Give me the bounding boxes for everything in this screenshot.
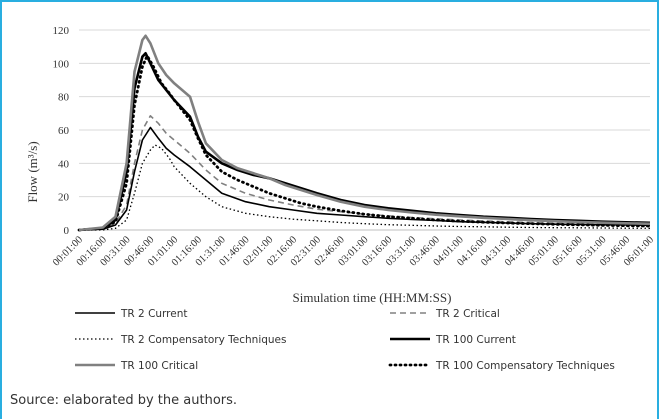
legend-label: TR 2 Current: [120, 308, 188, 320]
series-line-tr-100-critical: [78, 34, 651, 232]
legend-label: TR 2 Compensatory Techniques: [120, 334, 286, 346]
y-axis-label: Flow (m³/s): [25, 141, 40, 202]
series-line-tr-2-compensatory-techniques: [79, 144, 651, 231]
legend-label: TR 2 Critical: [435, 308, 500, 320]
legend-label: TR 100 Critical: [120, 360, 198, 372]
x-axis-ticks: 00:01:0000:16:0000:31:0000:46:0001:01:00…: [51, 234, 656, 268]
y-tick-label: 0: [64, 225, 70, 237]
legend-label: TR 100 Compensatory Techniques: [435, 360, 615, 372]
y-tick-label: 120: [53, 25, 70, 37]
source-caption: Source: elaborated by the authors.: [10, 393, 238, 408]
y-axis-ticks: 0 20 40 60 80 100 120: [53, 25, 70, 237]
series-line-tr-2-current: [78, 126, 651, 231]
y-tick-label: 100: [53, 58, 70, 70]
legend-label: TR 100 Current: [435, 334, 516, 346]
y-tick-label: 20: [58, 192, 70, 204]
gridlines: [79, 29, 650, 231]
series-line-tr-100-current: [78, 52, 651, 232]
series-line-tr-100-compensatory-techniques: [77, 54, 652, 232]
series-line-tr-2-critical: [78, 115, 651, 231]
legend: TR 2 Current TR 2 Critical TR 2 Compensato…: [75, 308, 615, 372]
y-tick-label: 60: [58, 125, 70, 137]
y-tick-label: 40: [58, 158, 70, 170]
y-tick-label: 80: [58, 92, 70, 104]
x-axis-label: Simulation time (HH:MM:SS): [293, 290, 452, 305]
series-lines: [77, 34, 652, 232]
